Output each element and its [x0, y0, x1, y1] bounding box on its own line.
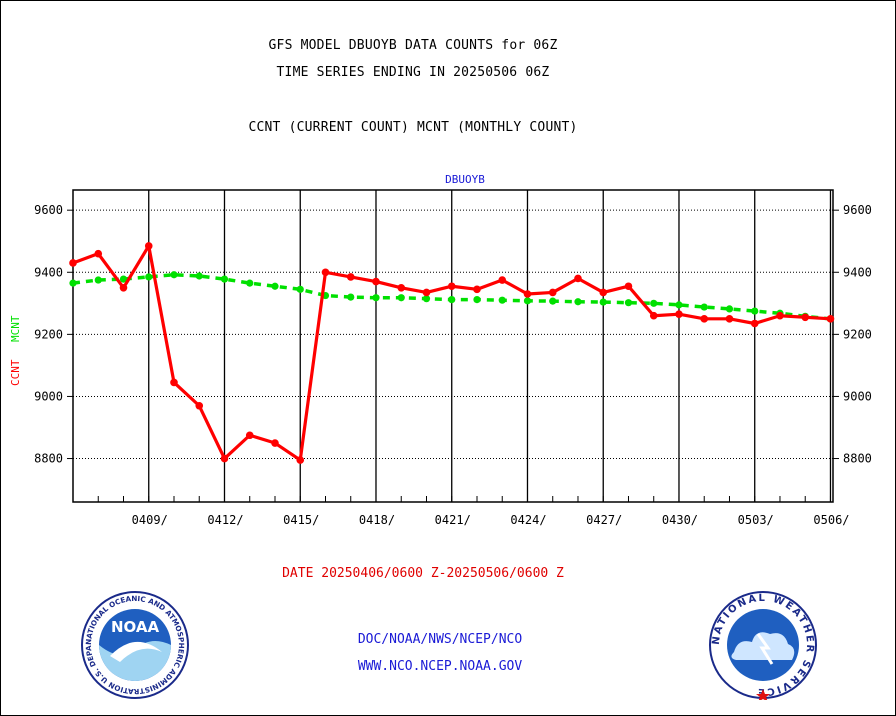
series-point-ccnt	[321, 268, 330, 277]
series-point-mcnt	[624, 299, 633, 307]
series-point-ccnt	[700, 315, 709, 323]
chart-title-line1: GFS MODEL DBUOYB DATA COUNTS for 06Z	[268, 38, 558, 53]
series-point-ccnt	[372, 277, 380, 286]
series-point-ccnt	[296, 456, 305, 464]
series-point-mcnt	[119, 275, 128, 283]
series-point-ccnt	[220, 454, 229, 463]
y-tick-label-right: 9000	[843, 389, 872, 403]
y-axis-label-ccnt: CCNT	[9, 359, 22, 386]
series-point-ccnt	[750, 319, 759, 328]
x-tick-label: 0421/	[435, 513, 471, 527]
series-point-mcnt	[69, 279, 77, 287]
series-point-ccnt	[245, 431, 254, 440]
series-point-ccnt	[725, 315, 734, 323]
x-tick-label: 0418/	[359, 513, 395, 527]
series-point-mcnt	[751, 307, 759, 315]
series-point-mcnt	[599, 298, 607, 306]
series-point-ccnt	[473, 285, 481, 294]
series-point-mcnt	[170, 271, 178, 279]
series-point-ccnt	[447, 282, 456, 291]
y-tick-label-left: 9600	[34, 203, 63, 217]
series-point-mcnt	[549, 297, 557, 305]
series-point-mcnt	[94, 276, 102, 284]
series-point-ccnt	[599, 288, 608, 297]
x-tick-label: 0415/	[283, 513, 319, 527]
series-point-mcnt	[296, 285, 304, 293]
y-tick-label-right: 8800	[843, 452, 872, 466]
series-point-mcnt	[220, 275, 229, 283]
series-point-mcnt	[397, 294, 405, 302]
series-point-ccnt	[397, 283, 406, 292]
y-tick-label-right: 9200	[843, 327, 872, 341]
y-tick-label-right: 9600	[843, 203, 872, 217]
series-point-mcnt	[675, 301, 683, 309]
y-tick-label-left: 9200	[34, 327, 63, 341]
series-point-mcnt	[347, 293, 355, 301]
noaa-logo-text: NOAA	[111, 618, 160, 636]
series-point-mcnt	[246, 279, 254, 287]
series-point-mcnt	[372, 294, 380, 302]
series-point-mcnt	[422, 295, 431, 303]
series-point-mcnt	[574, 298, 582, 306]
series-point-ccnt	[624, 282, 633, 291]
x-tick-label: 0430/	[662, 513, 698, 527]
y-tick-label-left: 9000	[34, 389, 63, 403]
series-point-mcnt	[448, 295, 456, 304]
x-tick-label: 0503/	[738, 513, 774, 527]
series-point-ccnt	[346, 273, 355, 281]
org-label: DOC/NOAA/NWS/NCEP/NCO	[357, 632, 523, 647]
chart-title: DBUOYB	[445, 173, 485, 186]
series-point-ccnt	[69, 259, 77, 267]
series-point-mcnt	[498, 296, 506, 304]
y-axis-label-mcnt: MCNT	[9, 315, 22, 342]
series-point-ccnt	[422, 288, 431, 297]
x-tick-label: 0424/	[510, 513, 546, 527]
series-point-ccnt	[523, 290, 532, 298]
nws-logo: NATIONAL WEATHER SERVICE	[709, 591, 817, 700]
series-point-mcnt	[700, 303, 708, 311]
chart-subtitle: CCNT (CURRENT COUNT) MCNT (MONTHLY COUNT…	[248, 120, 578, 135]
x-tick-label: 0412/	[207, 513, 243, 527]
series-point-ccnt	[498, 276, 507, 284]
y-tick-label-left: 8800	[34, 452, 63, 466]
series-point-mcnt	[523, 297, 532, 305]
series-point-ccnt	[170, 378, 178, 387]
series-point-ccnt	[574, 274, 582, 283]
x-tick-label: 0427/	[586, 513, 622, 527]
series-point-mcnt	[195, 272, 203, 280]
chart-title-line2: TIME SERIES ENDING IN 20250506 06Z	[276, 65, 550, 80]
y-tick-label-right: 9400	[843, 265, 872, 279]
y-tick-label-left: 9400	[34, 265, 63, 279]
series-point-ccnt	[119, 283, 128, 292]
series-point-mcnt	[725, 305, 734, 313]
series-point-ccnt	[675, 310, 683, 318]
series-point-ccnt	[144, 242, 153, 250]
series-point-mcnt	[473, 295, 481, 304]
series-point-ccnt	[548, 288, 557, 297]
plot-box	[72, 189, 834, 503]
series-point-ccnt	[776, 311, 784, 320]
series-point-ccnt	[271, 439, 279, 447]
series-point-ccnt	[94, 249, 103, 258]
series-point-ccnt	[826, 315, 835, 323]
series-point-ccnt	[801, 313, 810, 322]
x-tick-label: 0506/	[813, 513, 849, 527]
date-range-label: DATE 20250406/0600 Z-20250506/0600 Z	[282, 566, 564, 581]
series-point-mcnt	[145, 273, 153, 281]
website-label: WWW.NCO.NCEP.NOAA.GOV	[357, 659, 523, 674]
series-point-mcnt	[650, 299, 658, 307]
noaa-logo: NATIONAL OCEANIC AND ATMOSPHERIC ADMINIS…	[80, 590, 189, 699]
x-tick-label: 0409/	[132, 513, 168, 527]
series-point-mcnt	[271, 282, 279, 290]
series-point-ccnt	[649, 311, 658, 320]
series-point-ccnt	[195, 401, 204, 410]
